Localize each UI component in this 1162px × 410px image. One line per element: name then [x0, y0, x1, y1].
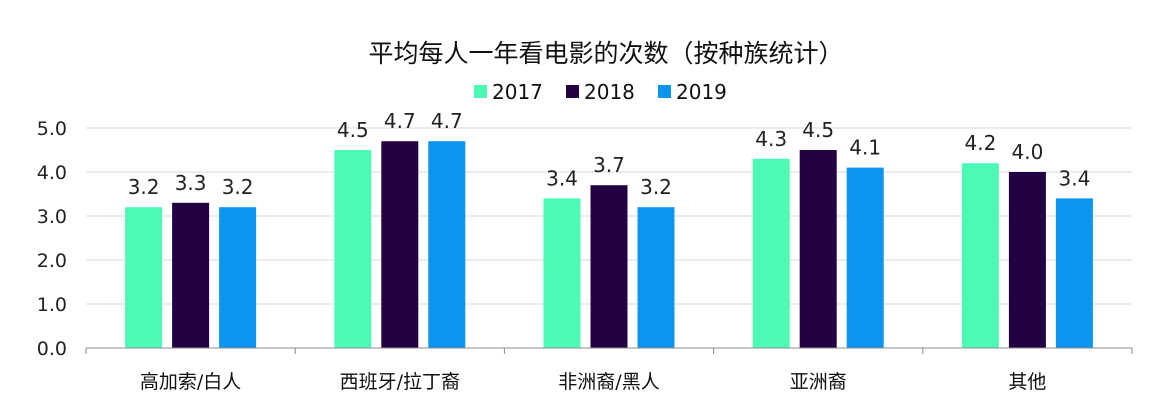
data-label-2017-2: 3.4 — [546, 166, 578, 190]
bar-2018-4 — [1008, 172, 1046, 348]
legend-label-2017: 2017 — [492, 80, 543, 104]
data-label-2018-2: 3.7 — [593, 153, 625, 177]
data-label-2018-4: 4.0 — [1011, 140, 1043, 164]
category-label-3: 亚洲裔 — [790, 371, 847, 393]
bar-2019-2 — [637, 207, 675, 348]
data-label-2019-4: 3.4 — [1058, 166, 1090, 190]
chart-title: 平均每人一年看电影的次数（按种族统计） — [368, 39, 843, 68]
legend-swatch-2018 — [566, 85, 579, 98]
bar-2017-0 — [125, 207, 163, 348]
y-tick-label-5: 5.0 — [37, 118, 67, 140]
legend-label-2018: 2018 — [584, 80, 635, 104]
bar-2018-0 — [172, 202, 210, 348]
y-axis: 0.0 1.0 2.0 3.0 4.0 5.0 — [37, 118, 67, 360]
bar-2019-0 — [219, 207, 257, 348]
data-label-2017-0: 3.2 — [128, 175, 160, 199]
bar-2019-1 — [428, 141, 466, 348]
legend-swatch-2019 — [658, 85, 671, 98]
data-label-2019-3: 4.1 — [849, 136, 881, 160]
data-label-2018-0: 3.3 — [175, 171, 207, 195]
legend-label-2019: 2019 — [676, 80, 727, 104]
category-label-1: 西班牙/拉丁裔 — [340, 371, 460, 393]
bar-2017-1 — [334, 150, 372, 348]
data-label-2018-1: 4.7 — [384, 109, 416, 133]
bar-2018-3 — [799, 150, 837, 348]
bar-2019-3 — [846, 167, 884, 348]
data-label-2018-3: 4.5 — [802, 118, 834, 142]
data-labels: 3.2 3.3 3.2 4.5 4.7 4.7 3.4 3.7 3.2 4.3 4.5 4.1 4.2 4… — [128, 109, 1091, 199]
bar-2017-4 — [961, 163, 999, 348]
bar-2018-2 — [590, 185, 628, 348]
y-tick-label-2: 2.0 — [37, 250, 67, 272]
bars — [125, 141, 1093, 348]
bar-2017-3 — [752, 158, 790, 348]
y-tick-label-4: 4.0 — [37, 162, 67, 184]
category-label-4: 其他 — [1008, 371, 1046, 393]
data-label-2019-0: 3.2 — [222, 175, 254, 199]
y-tick-label-3: 3.0 — [37, 206, 67, 228]
category-label-2: 非洲裔/黑人 — [558, 371, 659, 393]
data-label-2017-3: 4.3 — [755, 127, 787, 151]
bar-2017-2 — [543, 198, 581, 348]
x-axis: 高加索/白人 西班牙/拉丁裔 非洲裔/黑人 亚洲裔 其他 — [85, 347, 1133, 393]
data-label-2017-1: 4.5 — [337, 118, 369, 142]
legend-swatch-2017 — [474, 85, 487, 98]
bar-2018-1 — [381, 141, 419, 348]
legend: 2017 2018 2019 — [474, 80, 727, 104]
category-label-0: 高加索/白人 — [140, 371, 241, 393]
data-label-2019-1: 4.7 — [431, 109, 463, 133]
data-label-2019-2: 3.2 — [640, 175, 672, 199]
data-label-2017-4: 4.2 — [964, 131, 996, 155]
y-tick-label-1: 1.0 — [37, 294, 67, 316]
bar-2019-4 — [1055, 198, 1093, 348]
y-tick-label-0: 0.0 — [37, 338, 67, 360]
